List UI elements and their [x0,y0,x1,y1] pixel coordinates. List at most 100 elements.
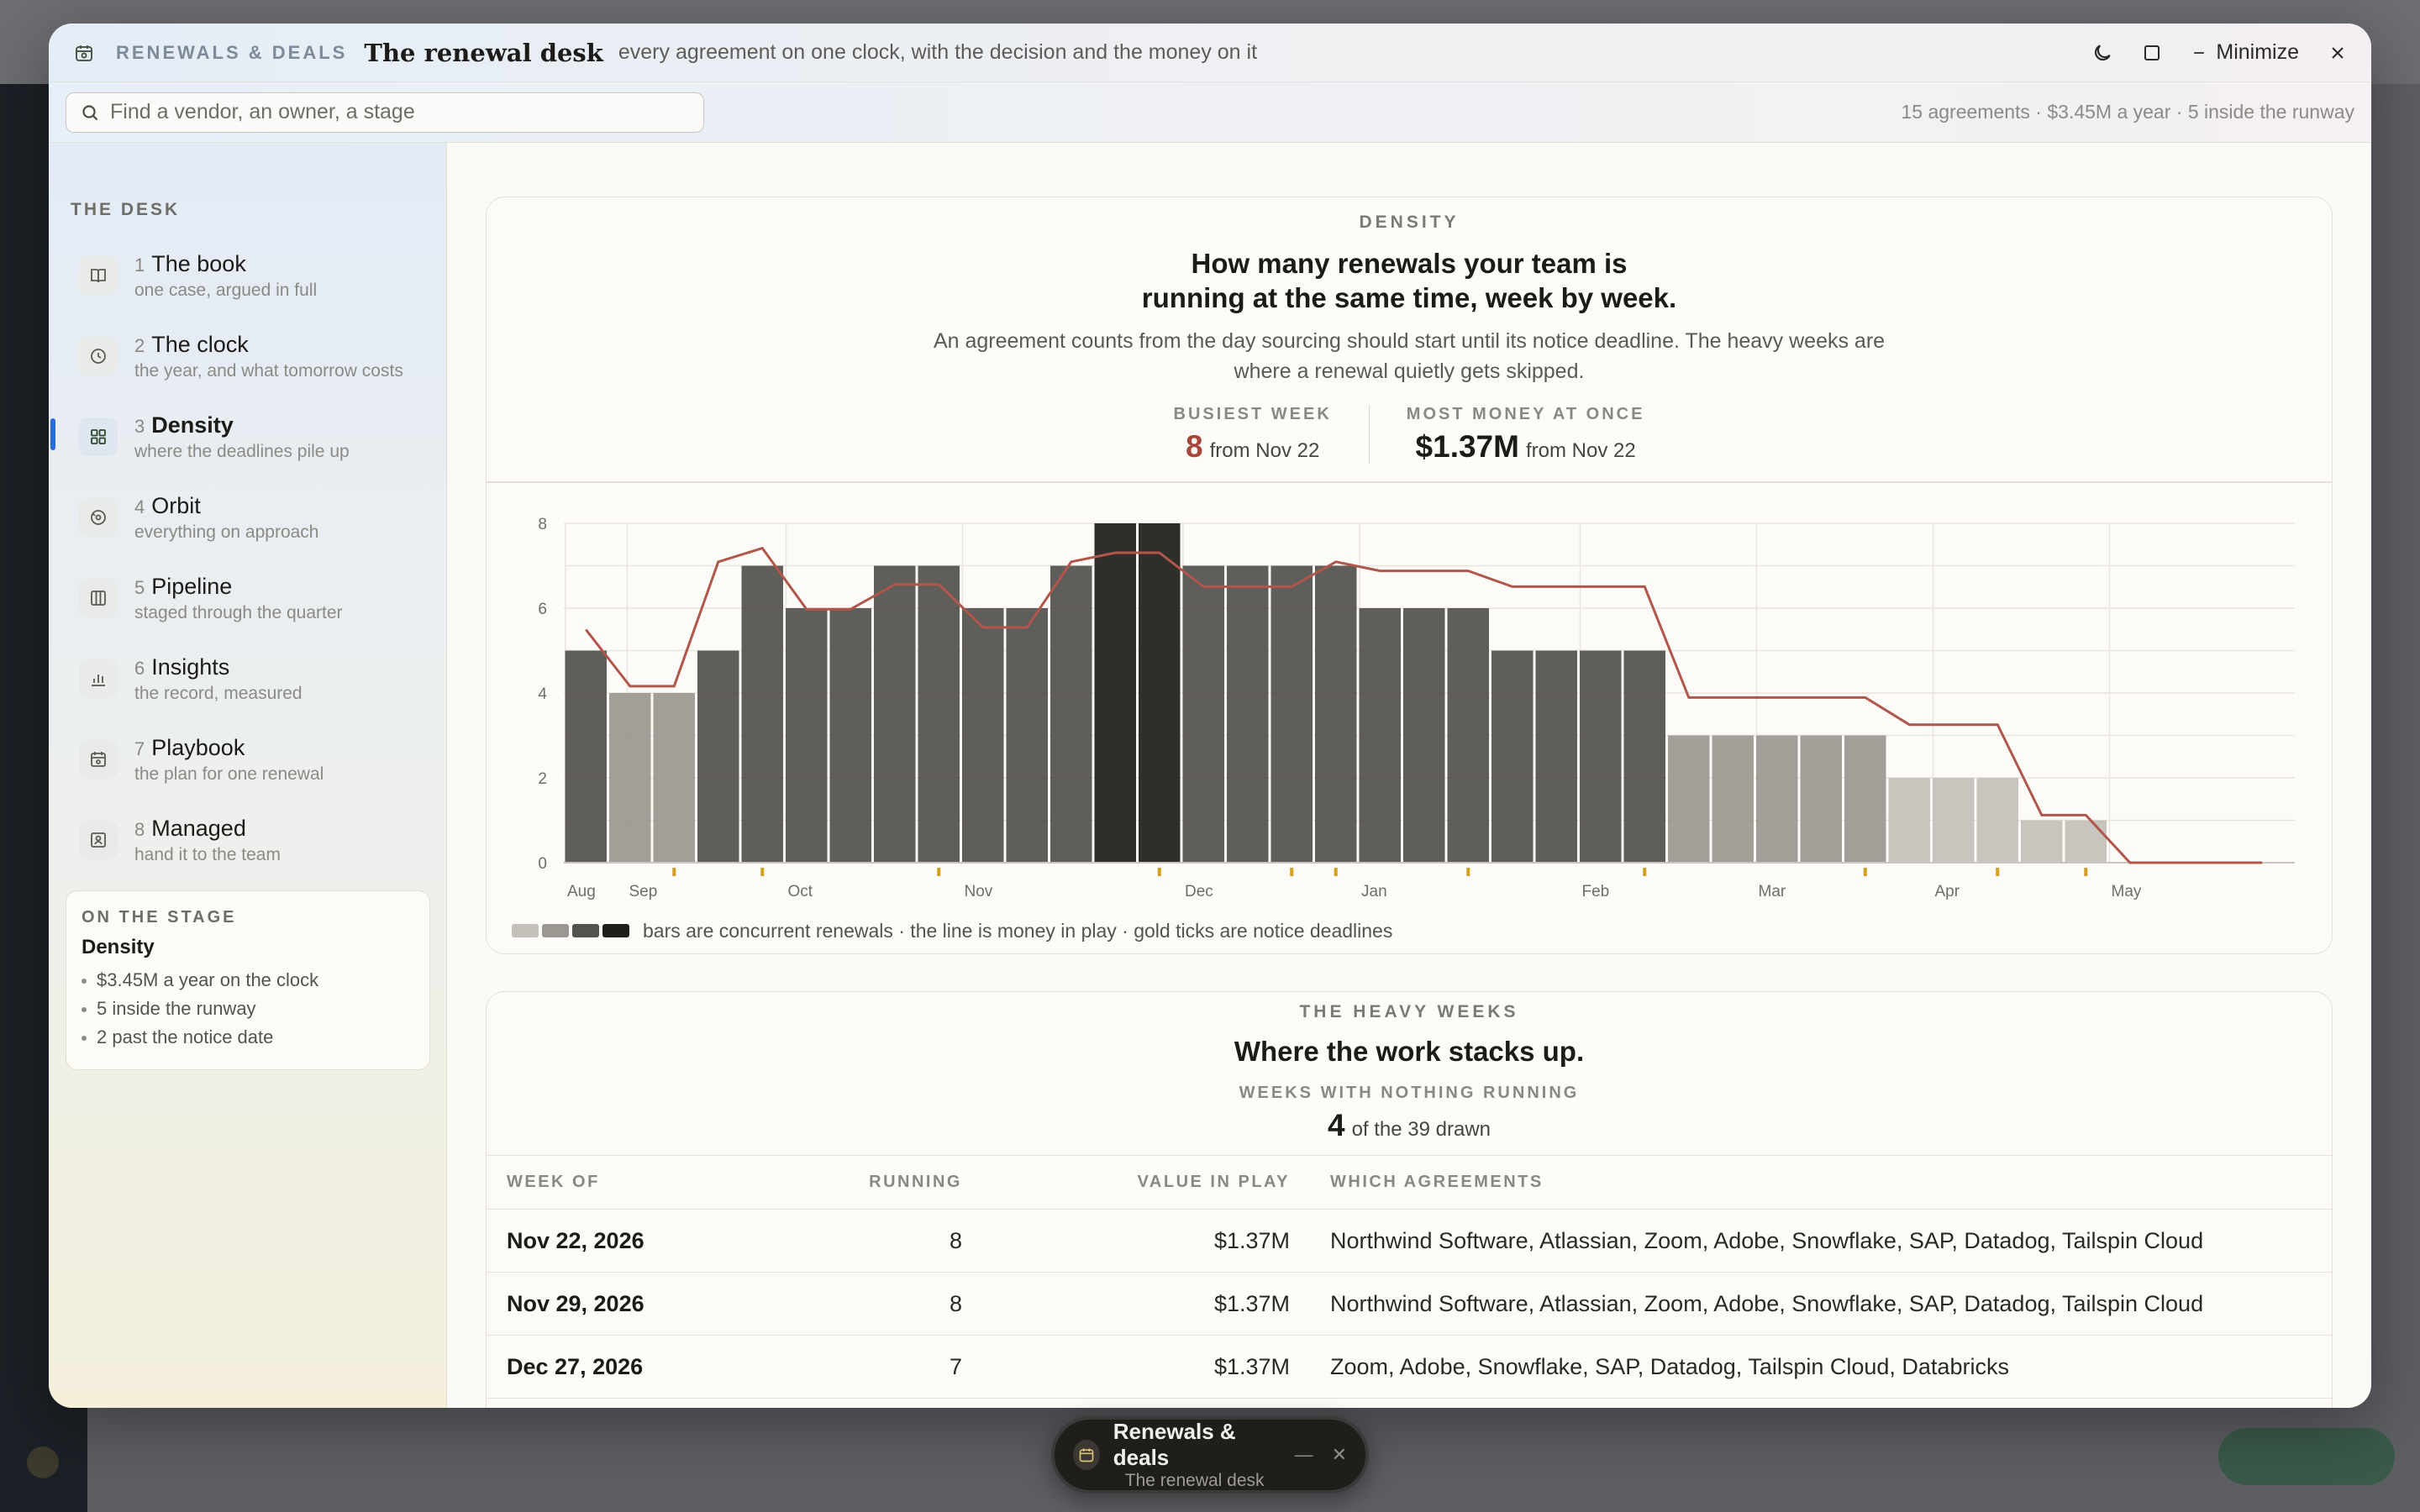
nav-item-number: 5 [134,576,145,598]
dock-subtitle: The renewal desk [1124,1471,1265,1490]
nav-item-description: the record, measured [134,683,302,703]
nav-item-label: Insights [151,654,230,680]
stat-label: WEEKS WITH NOTHING RUNNING [1239,1084,1580,1103]
column-header[interactable]: RUNNING [839,1155,982,1210]
nav-item-number: 4 [134,496,145,517]
stat-label: BUSIEST WEEK [1173,405,1332,423]
search-bar: 15 agreements · $3.45M a year · 5 inside… [49,82,2371,143]
stage-bullets: $3.45M a year on the clock 5 inside the … [82,969,414,1048]
bar [962,607,1004,863]
heavy-weeks-table: WEEK OF RUNNING VALUE IN PLAY WHICH AGRE… [487,1155,2332,1408]
close-button[interactable] [2328,43,2348,63]
column-header[interactable]: VALUE IN PLAY [982,1155,1310,1210]
bar [1359,607,1401,863]
notice-deadline-tick [1157,867,1161,876]
legend-swatch [602,924,629,937]
density-lede-line2: where a renewal quietly gets skipped. [1234,359,1585,383]
nav-item-number: 8 [134,818,145,840]
bar [1491,650,1534,863]
x-tick-label: Dec [1185,883,1213,900]
calendar-icon [72,41,96,65]
background-ask-button [2218,1428,2395,1485]
bar [1933,777,1975,863]
notice-deadline-tick [937,867,941,876]
search-input[interactable] [110,100,681,124]
bar [1403,607,1445,863]
card-divider [487,481,2332,483]
theme-toggle-button[interactable] [2091,42,2113,64]
stat-suffix: from Nov 22 [1525,439,1636,462]
clock-icon [79,337,118,375]
table-header-row: WEEK OF RUNNING VALUE IN PLAY WHICH AGRE… [487,1155,2332,1210]
stage-bullet: $3.45M a year on the clock [82,969,414,991]
notice-deadline-tick [1466,867,1470,876]
running-cell: 8 [839,1272,982,1336]
sidebar-item-the-book[interactable]: 1 The book one case, argued in full [67,235,429,316]
nav-item-label: The clock [151,331,249,357]
table-row[interactable]: Nov 22, 2026 8 $1.37M Northwind Software, A… [487,1209,2332,1273]
nav-item-label: Playbook [151,734,245,760]
maximize-button[interactable] [2142,43,2162,63]
search-field[interactable] [66,92,704,133]
sidebar-item-pipeline[interactable]: 5 Pipeline staged through the quarter [67,558,429,638]
nav-item-number: 7 [134,738,145,759]
density-card: DENSITY How many renewals your team is r… [486,197,2333,954]
nav-item-label: Orbit [151,492,201,518]
sidebar-item-insights[interactable]: 6 Insights the record, measured [67,638,429,719]
heavy-stats: WEEKS WITH NOTHING RUNNING 4 of the 39 d… [487,1084,2332,1143]
sidebar-item-playbook[interactable]: 7 Playbook the plan for one renewal [67,719,429,800]
x-tick-label: Apr [1935,883,1960,900]
bar [1139,522,1181,863]
nav-item-label: Pipeline [151,573,233,599]
stat-value: 4 [1327,1108,1345,1143]
stage-bullet: 2 past the notice date [82,1026,414,1048]
dock-close-button[interactable]: ✕ [1331,1444,1347,1465]
y-tick-label: 2 [538,770,547,788]
nav-item-label: Density [151,412,234,438]
main-content[interactable]: DENSITY How many renewals your team is r… [448,143,2371,1408]
bar [1712,735,1754,863]
nav-item-label: Managed [151,815,246,841]
notice-deadline-tick [2084,867,2088,876]
x-tick-label: Mar [1759,883,1786,900]
sidebar-item-orbit[interactable]: 4 Orbit everything on approach [67,477,429,558]
nav-item-description: staged through the quarter [134,602,343,622]
value-cell: $1.28M [982,1398,1310,1408]
legend-text: bars are concurrent renewals · the line … [643,919,1393,942]
sidebar-item-managed[interactable]: 8 Managed hand it to the team [67,800,429,880]
running-cell: 8 [839,1209,982,1273]
minimize-button[interactable]: Minimize [2191,40,2299,65]
x-tick-label: Aug [567,883,596,900]
nav-item-description: everything on approach [134,522,319,542]
notice-deadline-tick [760,867,765,876]
money-in-play-line [585,546,2263,864]
sidebar-item-the-clock[interactable]: 2 The clock the year, and what tomorrow co… [67,316,429,396]
dock-minimize-button[interactable]: — [1294,1444,1313,1465]
bar [1447,607,1489,863]
window-eyebrow: RENEWALS & DEALS [116,41,348,63]
stat-value: 8 [1186,429,1203,464]
minus-icon [2194,51,2205,54]
bar [1800,735,1842,863]
x-tick-label: Jan [1361,883,1387,900]
table-row[interactable]: Dec 27, 2026 7 $1.37M Zoom, Adobe, Snowflak… [487,1335,2332,1399]
dock-title: Renewals & deals [1113,1419,1236,1470]
bar [1227,565,1269,863]
minimized-window-dock[interactable]: Renewals & deals The renewal desk — ✕ [1051,1416,1369,1494]
bar [1182,565,1224,863]
column-header[interactable]: WHICH AGREEMENTS [1310,1155,2332,1210]
minimize-label: Minimize [2216,40,2299,64]
column-header[interactable]: WEEK OF [487,1155,839,1210]
sidebar-item-density[interactable]: 3 Density where the deadlines pile up [50,396,429,477]
columns-icon [79,579,118,617]
bar [565,650,607,863]
week-cell: Nov 29, 2026 [487,1272,839,1336]
nav-item-label: The book [151,250,246,276]
search-icon [82,104,98,120]
nav-item-number: 1 [134,254,145,276]
y-tick-label: 6 [538,601,547,618]
table-row[interactable]: Nov 29, 2026 8 $1.37M Northwind Software, A… [487,1272,2332,1336]
week-cell: Nov 15, 2026 [487,1398,839,1408]
bar [609,692,651,863]
